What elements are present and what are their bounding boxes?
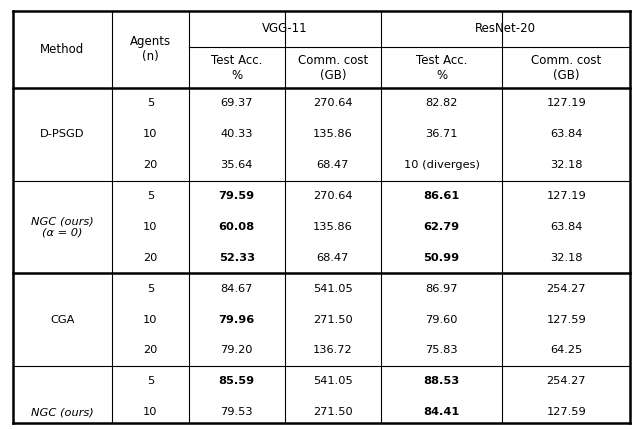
Text: 32.18: 32.18	[550, 160, 582, 170]
Text: D-PSGD: D-PSGD	[40, 129, 84, 139]
Text: 86.61: 86.61	[424, 191, 460, 201]
Text: 135.86: 135.86	[313, 222, 353, 232]
Text: 541.05: 541.05	[313, 284, 353, 294]
Text: 69.37: 69.37	[221, 98, 253, 109]
Text: 127.59: 127.59	[547, 314, 586, 325]
Text: 271.50: 271.50	[313, 407, 353, 417]
Text: 79.60: 79.60	[426, 314, 458, 325]
Text: 84.41: 84.41	[424, 407, 460, 417]
Text: 10 (diverges): 10 (diverges)	[404, 160, 479, 170]
Text: NGC (ours): NGC (ours)	[31, 407, 94, 417]
Text: 79.96: 79.96	[219, 314, 255, 325]
Text: 254.27: 254.27	[547, 284, 586, 294]
Text: 541.05: 541.05	[313, 376, 353, 387]
Text: CGA: CGA	[50, 314, 75, 325]
Text: Method: Method	[40, 43, 84, 56]
Text: 63.84: 63.84	[550, 129, 582, 139]
Text: 10: 10	[143, 129, 157, 139]
Text: 36.71: 36.71	[426, 129, 458, 139]
Text: 127.59: 127.59	[547, 407, 586, 417]
Text: 10: 10	[143, 314, 157, 325]
Text: 20: 20	[143, 253, 157, 263]
Text: 84.67: 84.67	[221, 284, 253, 294]
Text: 40.33: 40.33	[221, 129, 253, 139]
Text: 5: 5	[147, 191, 154, 201]
Text: 64.25: 64.25	[550, 345, 582, 356]
Text: 88.53: 88.53	[424, 376, 460, 387]
Text: 10: 10	[143, 407, 157, 417]
Text: Comm. cost
(GB): Comm. cost (GB)	[298, 54, 368, 82]
Text: 271.50: 271.50	[313, 314, 353, 325]
Text: 82.82: 82.82	[426, 98, 458, 109]
Text: 32.18: 32.18	[550, 253, 582, 263]
Text: 79.53: 79.53	[221, 407, 253, 417]
Text: Test Acc.
%: Test Acc. %	[211, 54, 262, 82]
Text: 5: 5	[147, 284, 154, 294]
Text: 50.99: 50.99	[424, 253, 460, 263]
Text: 270.64: 270.64	[313, 98, 353, 109]
Text: 63.84: 63.84	[550, 222, 582, 232]
Text: 10: 10	[143, 222, 157, 232]
Text: Test Acc.
%: Test Acc. %	[416, 54, 467, 82]
Text: 68.47: 68.47	[317, 160, 349, 170]
Text: 136.72: 136.72	[313, 345, 353, 356]
Text: 5: 5	[147, 98, 154, 109]
Text: 20: 20	[143, 160, 157, 170]
Text: 5: 5	[147, 376, 154, 387]
Text: 75.83: 75.83	[426, 345, 458, 356]
Text: 60.08: 60.08	[219, 222, 255, 232]
Text: 135.86: 135.86	[313, 129, 353, 139]
Text: 127.19: 127.19	[547, 98, 586, 109]
Text: 68.47: 68.47	[317, 253, 349, 263]
Text: 79.20: 79.20	[221, 345, 253, 356]
Text: NGC (ours)
(α = 0): NGC (ours) (α = 0)	[31, 216, 94, 238]
Text: 35.64: 35.64	[221, 160, 253, 170]
Text: Agents
(n): Agents (n)	[130, 35, 171, 63]
Text: ResNet-20: ResNet-20	[475, 22, 536, 36]
Text: VGG-11: VGG-11	[262, 22, 308, 36]
Text: 85.59: 85.59	[219, 376, 255, 387]
Text: 86.97: 86.97	[426, 284, 458, 294]
Text: 52.33: 52.33	[219, 253, 255, 263]
Text: 79.59: 79.59	[219, 191, 255, 201]
Text: Comm. cost
(GB): Comm. cost (GB)	[531, 54, 602, 82]
Text: 127.19: 127.19	[547, 191, 586, 201]
Text: 20: 20	[143, 345, 157, 356]
Text: 254.27: 254.27	[547, 376, 586, 387]
Text: 62.79: 62.79	[424, 222, 460, 232]
Text: 270.64: 270.64	[313, 191, 353, 201]
